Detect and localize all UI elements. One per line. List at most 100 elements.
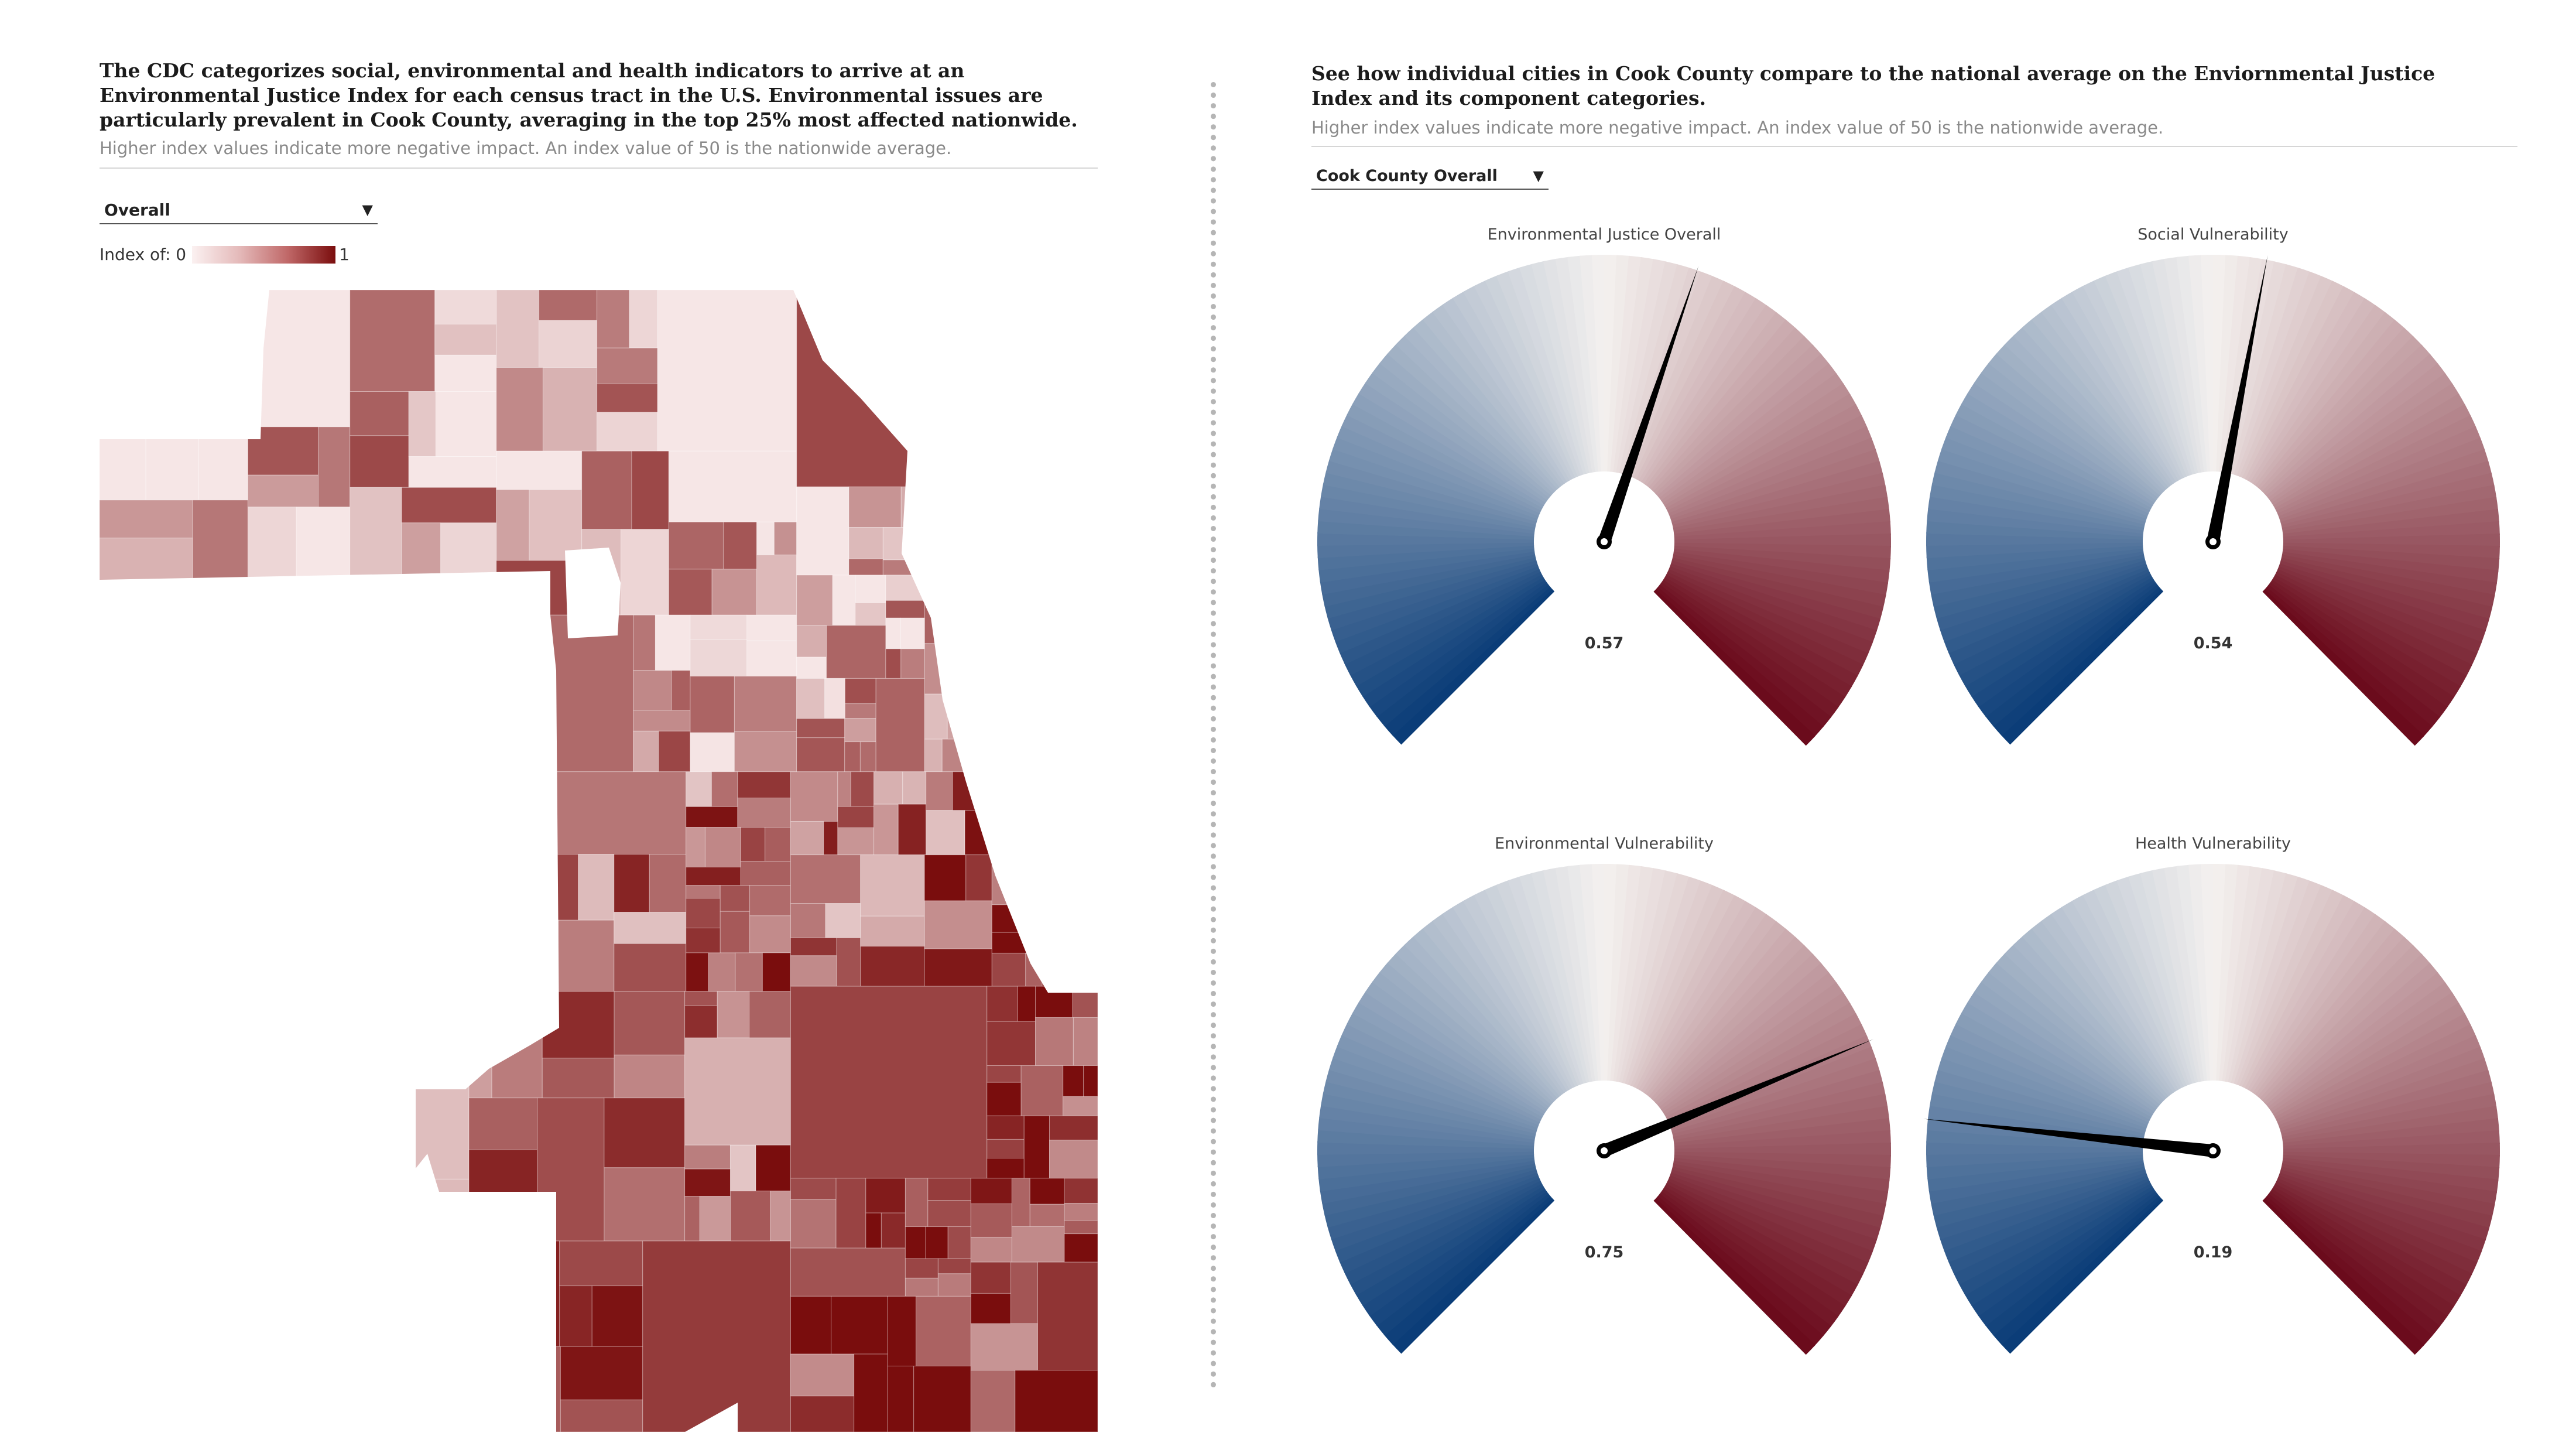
census-tract [306,894,359,1030]
gauge-band-segment [1395,943,1556,1103]
gauge-band-segment [1580,255,1602,472]
gauge-band-segment [1508,267,1584,476]
census-tract [1064,1220,1098,1235]
census-tract [740,827,766,862]
gauge-band-segment [1641,907,1767,1093]
gauge-band-segment [1376,584,1551,727]
census-tract [252,699,326,730]
gauge-health-vulnerability[interactable]: Health Vulnerability 0.19 [1920,835,2506,1391]
census-tract [358,894,470,1030]
gauge-band-segment [1988,353,2160,498]
census-tract [848,558,883,576]
gauge-band-segment [1318,548,1535,583]
census-tract [100,396,158,428]
gauge-band-segment [1664,1184,1858,1297]
census-tract [790,820,824,856]
census-tract [1018,848,1051,861]
gauge-band-segment [1948,1178,2150,1274]
gauge-band-segment [2282,497,2499,534]
gauge-band-segment [1619,261,1679,474]
census-tract [1049,1115,1098,1141]
census-tract [658,730,691,772]
census-tract [756,521,775,556]
gauge-band-segment [2013,935,2167,1100]
gauge-band-segment [1673,1093,1888,1140]
gauge-band-segment [2082,889,2184,1089]
census-tract [734,731,797,772]
census-tract [649,854,687,913]
gauge-band-segment [1485,884,1578,1087]
gauge-band-segment [1628,880,1714,1086]
gauge-band-segment [2031,311,2171,488]
gauge-band-segment [1650,327,1806,492]
census-tract [597,347,658,385]
gauge-band-segment [1379,962,1551,1107]
gauge-band-segment [2094,884,2187,1087]
gauge-band-segment [2252,914,2386,1095]
gauge-band-segment [1648,928,1797,1099]
census-tract [952,771,992,811]
census-tract [937,1258,971,1274]
cook-county-map[interactable] [100,290,1098,1432]
census-tract [1031,643,1098,772]
census-tract [300,1235,366,1263]
city-dropdown[interactable]: Cook County Overall ▼ [1311,163,1549,190]
census-tract [1073,1017,1098,1066]
census-tract [671,670,691,711]
gauge-band-segment [1555,257,1596,473]
gauge-environmental-vulnerability[interactable]: Environmental Vulnerability 0.75 [1311,835,1897,1391]
census-tract [440,522,497,605]
gauge-band-segment [1958,1183,2153,1296]
census-tract [720,911,751,953]
gauge-band-segment [1318,1157,1535,1192]
census-tract [642,1240,791,1432]
census-tract [844,678,876,705]
census-tract [1017,986,1036,1022]
census-tract [1025,952,1043,987]
census-tract [796,678,825,719]
gauge-band-segment [1941,1045,2148,1129]
census-tract [468,854,533,912]
gauge-band-segment [2276,569,2478,666]
gauge-band-segment [2231,264,2300,475]
gauge-band-segment [1362,1188,1547,1317]
gauge-band-segment [2277,566,2482,655]
census-tract [247,507,297,605]
gauge-band-segment [2270,982,2453,1113]
census-tract [986,1115,1025,1140]
gauge-band-segment [1358,991,1546,1115]
gauge-environmental-justice-overall[interactable]: Environmental Justice Overall 0.57 [1311,225,1897,782]
census-tract [790,955,837,987]
census-tract [991,860,1016,905]
gauge-band-segment [2041,304,2174,486]
gauge-band-segment [1661,579,1846,709]
gauge-band-segment [2239,275,2334,478]
gauge-band-segment [1934,459,2146,525]
census-tract [468,956,533,992]
gauge-band-segment [1941,436,2148,519]
census-tract [737,798,791,828]
census-tract [900,617,925,649]
gauge-band-segment [2176,864,2208,1081]
gauge-band-segment [2279,563,2486,644]
gauge-band-segment [2022,319,2169,490]
census-tract [989,519,1050,555]
gauge-band-segment [1931,1080,2145,1137]
gauge-band-segment [1369,582,1549,717]
gauge-band-segment [2128,264,2196,475]
gauge-band-segment [1661,982,1844,1113]
metric-dropdown[interactable]: Overall ▼ [100,196,378,224]
census-tract [885,617,901,649]
census-tract [690,676,735,733]
census-tract [1049,519,1098,550]
gauge-band-segment [1321,554,1536,607]
gauge-band-segment [2004,334,2164,494]
gauge-social-vulnerability[interactable]: Social Vulnerability 0.54 [1920,225,2506,782]
census-tract [926,810,965,856]
census-tract [905,1226,926,1259]
census-tract [1050,771,1098,792]
census-tract [796,625,827,658]
map-excluded-area [565,548,621,638]
gauge-band-segment [2004,943,2164,1103]
gauge-band-segment [1992,1195,2161,1345]
